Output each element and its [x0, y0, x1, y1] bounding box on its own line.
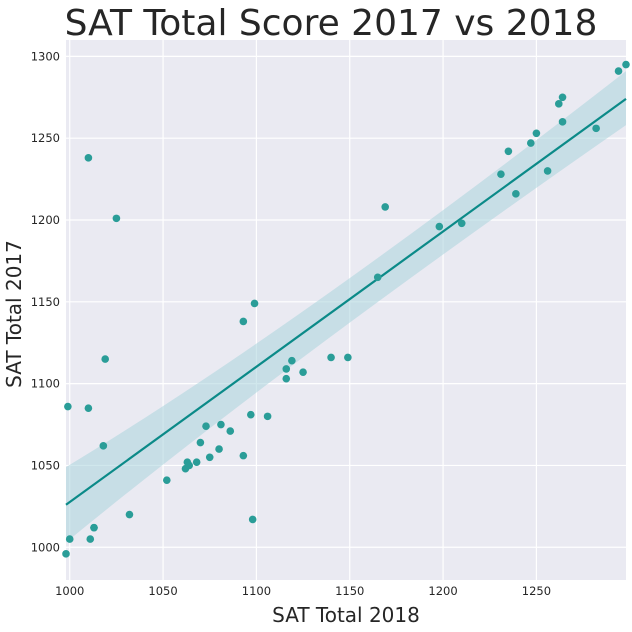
- y-tick-label: 1250: [31, 131, 60, 145]
- data-point: [125, 510, 134, 519]
- data-point: [263, 412, 272, 421]
- data-point: [64, 402, 72, 411]
- x-tick-label: 1000: [55, 584, 84, 598]
- data-point: [84, 154, 93, 162]
- data-point: [288, 356, 296, 365]
- data-point: [248, 515, 257, 524]
- x-tick-label: 1050: [148, 584, 177, 598]
- y-tick-label: 1300: [31, 49, 60, 63]
- data-point: [381, 203, 390, 211]
- x-tick-label: 1150: [335, 584, 364, 598]
- y-tick-label: 1050: [31, 458, 60, 472]
- data-point: [112, 214, 121, 223]
- y-tick-label: 1150: [31, 295, 60, 309]
- data-point: [373, 273, 382, 282]
- x-axis-label: SAT Total 2018: [272, 603, 420, 627]
- data-point: [239, 451, 248, 460]
- data-point: [247, 410, 255, 419]
- data-point: [497, 170, 505, 178]
- data-point: [65, 535, 74, 543]
- data-point: [205, 453, 214, 462]
- y-axis-label: SAT Total 2017: [2, 240, 26, 388]
- data-point: [532, 129, 541, 138]
- data-point: [62, 550, 70, 558]
- y-tick-label: 1100: [31, 377, 60, 391]
- data-point: [86, 535, 95, 543]
- data-point: [457, 219, 466, 228]
- data-point: [435, 222, 444, 231]
- data-point: [90, 523, 98, 532]
- data-point: [558, 118, 567, 126]
- data-point: [192, 458, 201, 466]
- y-tick-labels: 1000 1050 1100 1150 1200 1250 1300: [31, 49, 60, 554]
- data-point: [163, 476, 171, 484]
- x-tick-label: 1200: [428, 584, 457, 598]
- data-point: [344, 353, 352, 362]
- data-point: [299, 368, 307, 376]
- data-point: [527, 139, 535, 147]
- data-point: [327, 353, 335, 362]
- y-tick-label: 1200: [31, 213, 60, 227]
- data-point: [622, 60, 630, 69]
- data-point: [226, 427, 235, 435]
- regression-line: [65, 98, 627, 506]
- chart-title: SAT Total Score 2017 vs 2018: [65, 3, 598, 44]
- y-tick-label: 1000: [31, 540, 60, 554]
- data-point: [84, 404, 93, 412]
- data-point: [504, 147, 513, 156]
- x-tick-labels: 1000 1050 1100 1150 1200 1250: [55, 584, 551, 598]
- data-point: [555, 100, 563, 108]
- x-tick-label: 1250: [522, 584, 551, 598]
- data-point: [101, 355, 109, 363]
- data-point: [217, 420, 225, 429]
- data-point: [282, 365, 291, 373]
- data-point: [215, 445, 223, 453]
- data-point: [512, 190, 520, 198]
- data-point: [196, 438, 205, 447]
- data-point: [282, 374, 291, 383]
- data-point: [185, 461, 193, 470]
- data-point: [250, 299, 259, 308]
- data-point: [592, 124, 600, 133]
- data-point: [99, 442, 108, 450]
- data-point: [239, 317, 248, 326]
- data-point: [614, 67, 623, 75]
- x-tick-label: 1100: [242, 584, 271, 598]
- data-point: [202, 422, 210, 430]
- data-point: [558, 93, 567, 102]
- data-points: [62, 60, 630, 558]
- data-point: [543, 167, 552, 175]
